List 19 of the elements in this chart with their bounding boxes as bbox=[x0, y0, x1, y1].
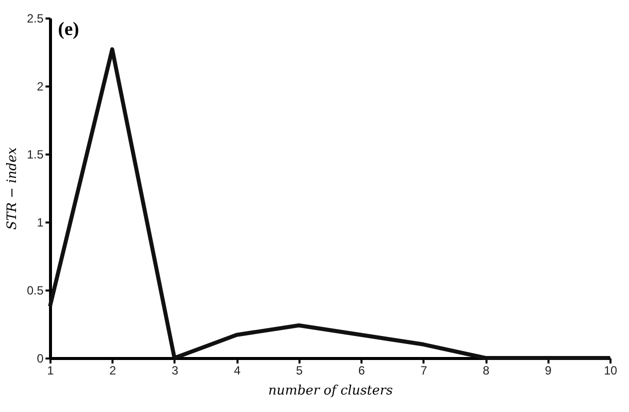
x-tick-label: 6 bbox=[358, 364, 366, 378]
x-tick-label: 5 bbox=[296, 364, 304, 378]
x-tick-label: 1 bbox=[47, 364, 54, 378]
x-tick-label: 3 bbox=[172, 364, 179, 378]
y-tick-label: 1 bbox=[36, 216, 44, 230]
x-tick-label: 9 bbox=[544, 364, 552, 378]
x-tick-label: 4 bbox=[234, 364, 241, 378]
y-tick-label: 0.5 bbox=[26, 284, 44, 298]
x-tick-label: 8 bbox=[482, 364, 490, 378]
y-tick-label: 1.5 bbox=[26, 148, 44, 162]
y-tick-label: 2.5 bbox=[26, 12, 44, 26]
x-tick-label: 2 bbox=[109, 364, 116, 378]
y-tick-label: 2 bbox=[36, 80, 44, 94]
annotation: (e) bbox=[58, 19, 80, 40]
x-tick-label: 10 bbox=[604, 364, 618, 378]
y-tick-label: 0 bbox=[36, 352, 44, 366]
x-tick-label: 7 bbox=[420, 364, 428, 378]
y-axis-title: STR − index bbox=[4, 146, 20, 230]
x-axis-title: number of clusters bbox=[268, 384, 394, 398]
